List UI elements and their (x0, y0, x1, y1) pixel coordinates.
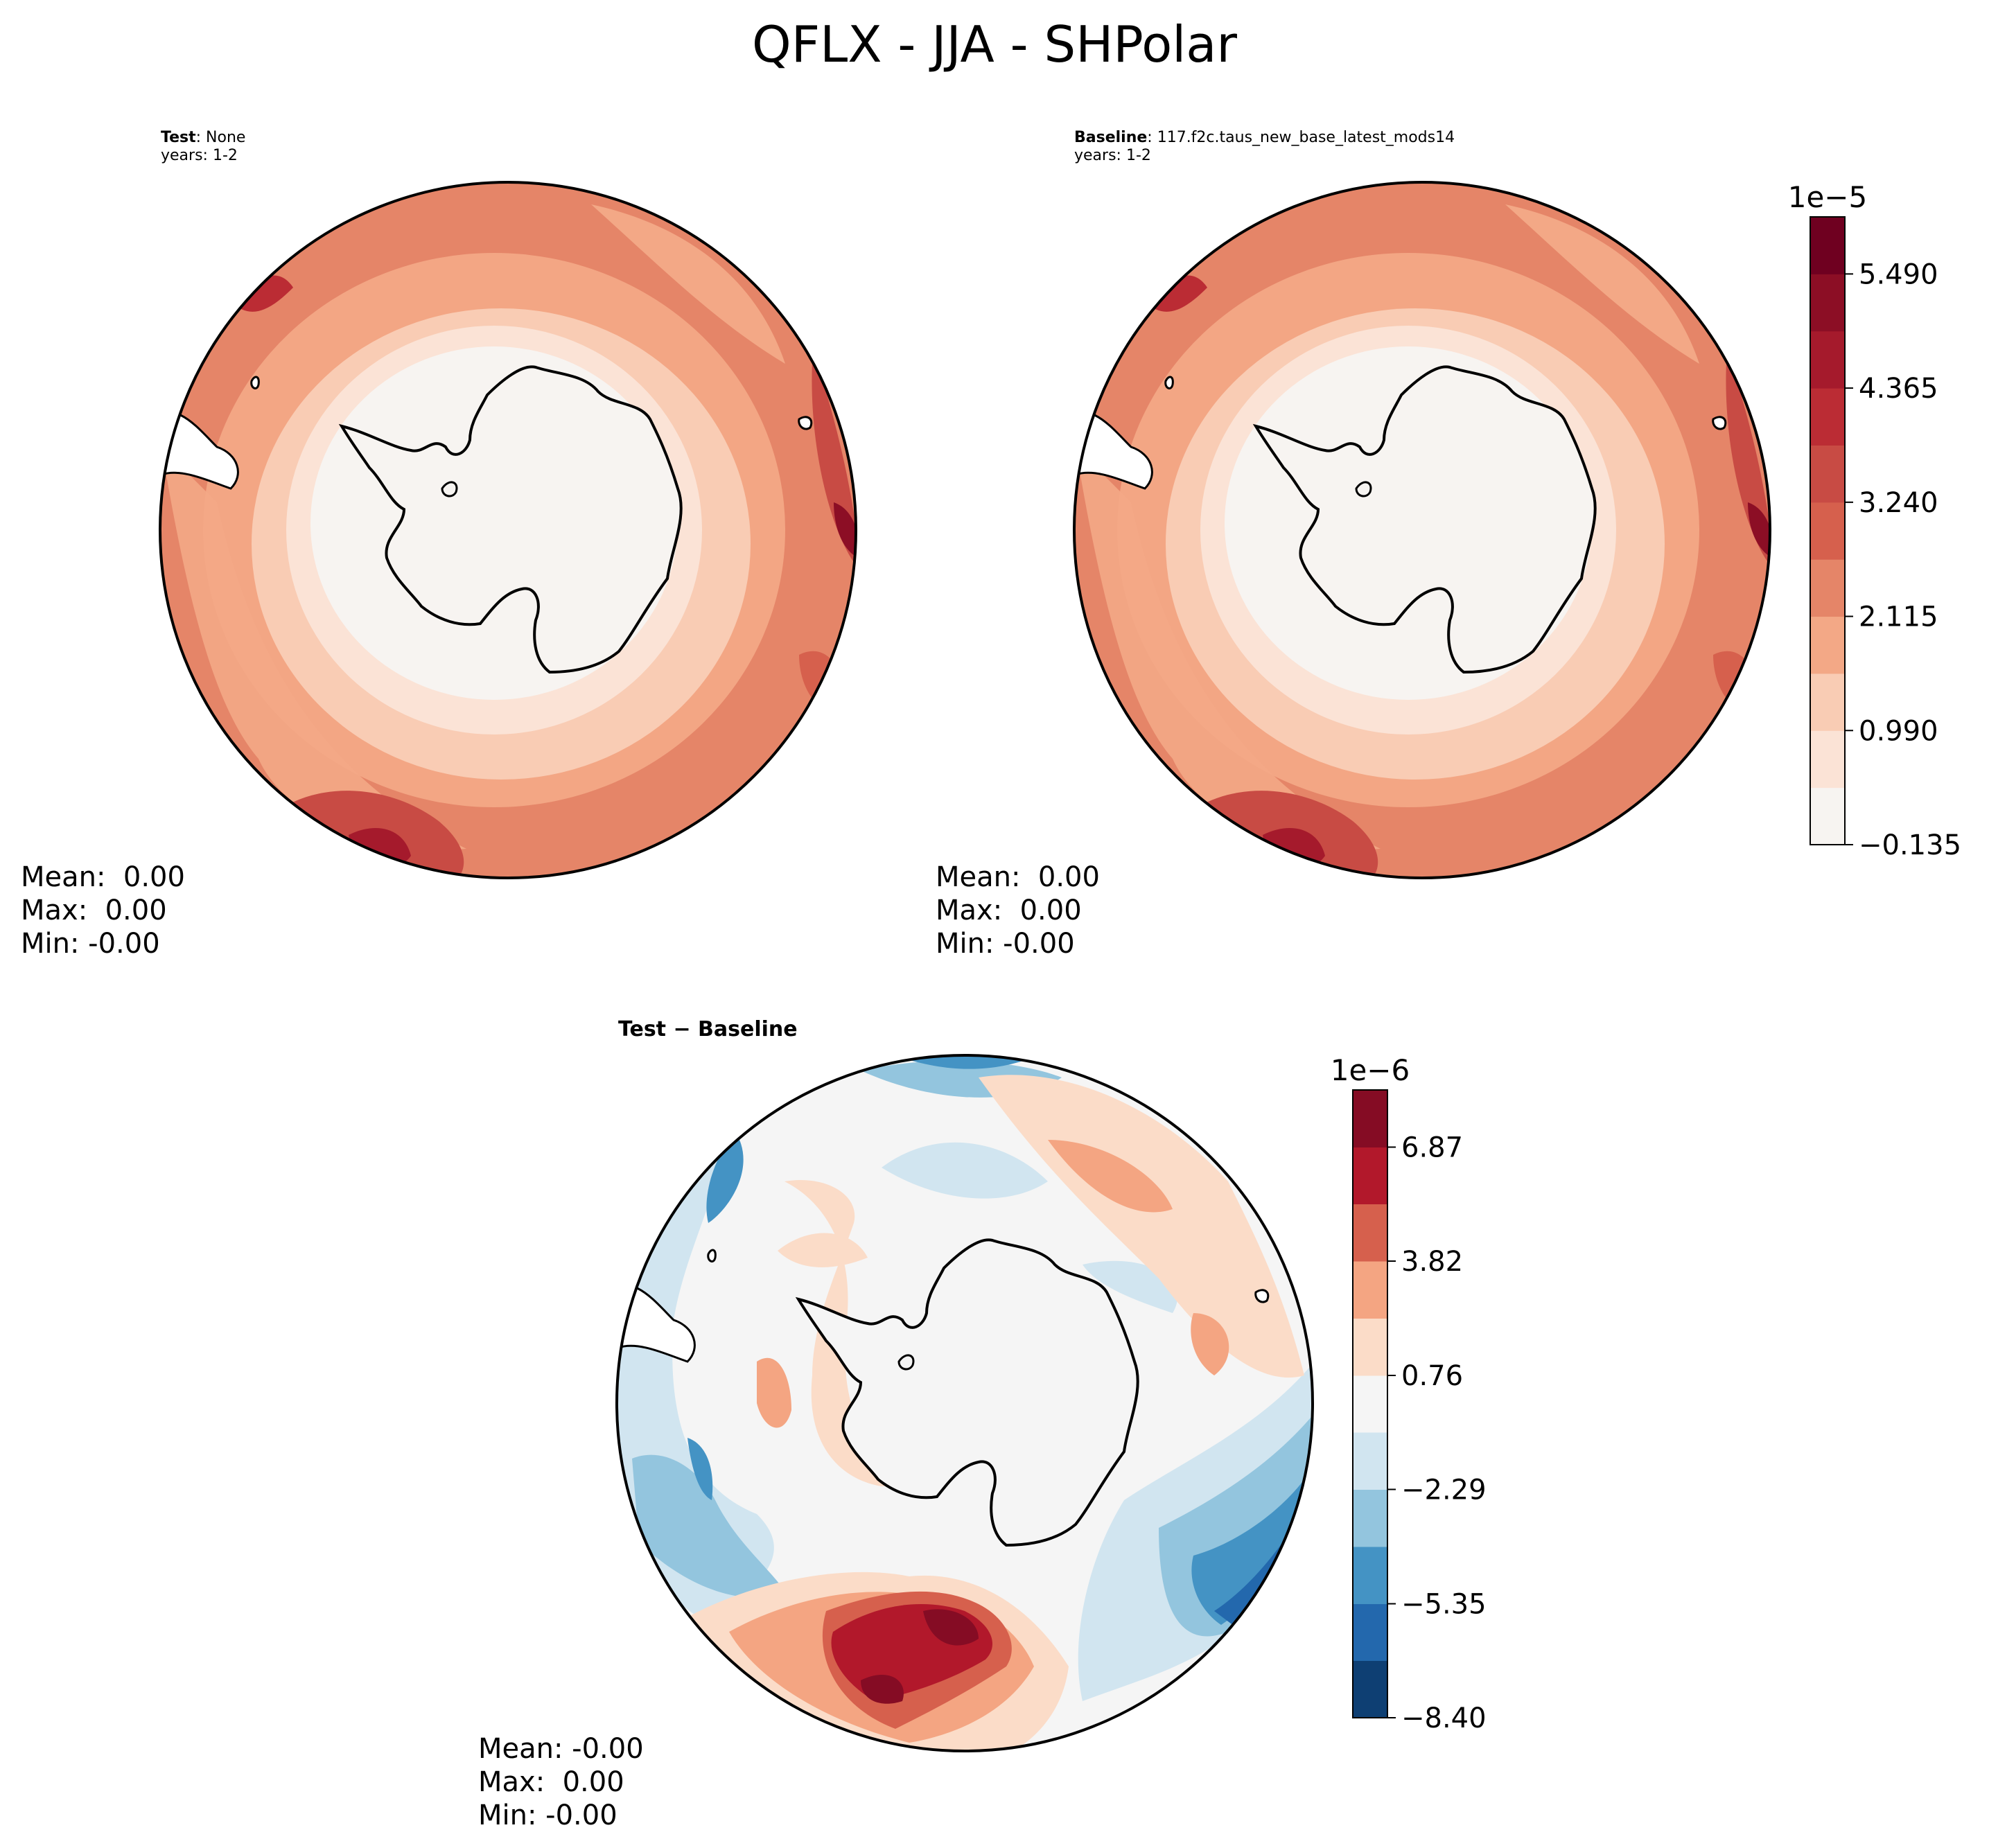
test-stat-max: Max: 0.00 (21, 895, 167, 926)
abs-colorbar-scale-exponent: 1e−5 (1788, 180, 1867, 214)
test-stats: Mean: 0.00 Max: 0.00 Min: -0.00 (21, 861, 185, 960)
baseline-stat-max: Max: 0.00 (936, 895, 1082, 926)
abs-colorbar-frame (1810, 216, 1846, 845)
abs-colorbar-band (1810, 445, 1845, 503)
abs-colorbar-band (1810, 274, 1845, 332)
abs-colorbar-band (1810, 616, 1845, 674)
abs-colorbar-band (1810, 730, 1845, 789)
diff-map-boundary (615, 1054, 1314, 1752)
diff-colorbar-band (1353, 1375, 1387, 1433)
baseline-map-boundary (1073, 181, 1771, 879)
diff-colorbar-band (1353, 1432, 1387, 1490)
baseline-stat-min: Min: -0.00 (936, 928, 1075, 960)
diff-colorbar-band (1353, 1489, 1387, 1547)
diff-colorbar-band (1353, 1090, 1387, 1148)
test-label-rest: : None (195, 129, 246, 146)
baseline-label-bold: Baseline (1074, 129, 1148, 146)
diff-colorbar-tick-label: −8.40 (1401, 1702, 1487, 1734)
baseline-stat-mean: Mean: 0.00 (936, 861, 1100, 893)
diff-colorbar-band (1353, 1318, 1387, 1376)
test-map-boundary (159, 181, 857, 879)
diff-map (615, 1054, 1314, 1752)
diff-colorbar-band (1353, 1204, 1387, 1262)
baseline-map (1073, 181, 1771, 879)
test-label-bold: Test (161, 129, 196, 146)
abs-colorbar-band (1810, 388, 1845, 446)
abs-colorbar-tick-label: −0.135 (1859, 829, 1961, 861)
abs-colorbar-band (1810, 673, 1845, 731)
diff-colorbar-band (1353, 1603, 1387, 1661)
figure-title: QFLX - JJA - SHPolar (752, 15, 1237, 73)
baseline-stats: Mean: 0.00 Max: 0.00 Min: -0.00 (936, 861, 1100, 960)
diff-colorbar-band (1353, 1547, 1387, 1605)
baseline-label-rest: : 117.f2c.taus_new_base_latest_mods14 (1147, 129, 1455, 146)
abs-colorbar-band (1810, 502, 1845, 560)
abs-colorbar-band (1810, 787, 1845, 845)
test-subtitle: Test: None years: 1-2 (161, 129, 245, 165)
abs-colorbar-tick-label: 2.115 (1859, 601, 1938, 633)
diff-stat-min: Min: -0.00 (478, 1799, 617, 1831)
diff-colorbar-band (1353, 1660, 1387, 1718)
diff-colorbar-tick-label: 3.82 (1401, 1246, 1463, 1278)
diff-colorbar-tick-label: −2.29 (1401, 1474, 1487, 1506)
abs-colorbar-band (1810, 217, 1845, 274)
abs-colorbar-band (1810, 331, 1845, 389)
diff-stats: Mean: -0.00 Max: 0.00 Min: -0.00 (478, 1732, 644, 1832)
baseline-subtitle: Baseline: 117.f2c.taus_new_base_latest_m… (1074, 129, 1455, 165)
diff-colorbar-scale-exponent: 1e−6 (1331, 1053, 1410, 1087)
abs-colorbar-tick-label: 5.490 (1859, 258, 1938, 290)
abs-colorbar: −0.135 0.990 2.115 3.240 4.365 5.490 1e−5 (1788, 180, 1961, 861)
test-stat-min: Min: -0.00 (21, 928, 160, 960)
diff-stat-max: Max: 0.00 (478, 1766, 624, 1798)
test-map (159, 181, 857, 879)
baseline-years: years: 1-2 (1074, 147, 1151, 164)
diff-colorbar-tick-label: −5.35 (1401, 1589, 1487, 1621)
diff-colorbar-band (1353, 1147, 1387, 1204)
diff-colorbar-band (1353, 1260, 1387, 1319)
abs-colorbar-tick-label: 4.365 (1859, 373, 1938, 405)
diff-stat-mean: Mean: -0.00 (478, 1733, 644, 1765)
diff-colorbar-tick-label: 6.87 (1401, 1132, 1463, 1164)
abs-colorbar-band (1810, 559, 1845, 617)
test-stat-mean: Mean: 0.00 (21, 861, 185, 893)
diff-colorbar-frame (1352, 1089, 1388, 1718)
abs-colorbar-tick-label: 0.990 (1859, 715, 1938, 747)
diff-colorbar: −8.40 −5.35 −2.29 0.76 3.82 6.87 1e−6 (1331, 1053, 1487, 1734)
diff-colorbar-tick-label: 0.76 (1401, 1360, 1463, 1392)
abs-colorbar-tick-label: 3.240 (1859, 487, 1938, 519)
test-years: years: 1-2 (161, 147, 238, 164)
diff-title: Test − Baseline (618, 1017, 798, 1041)
